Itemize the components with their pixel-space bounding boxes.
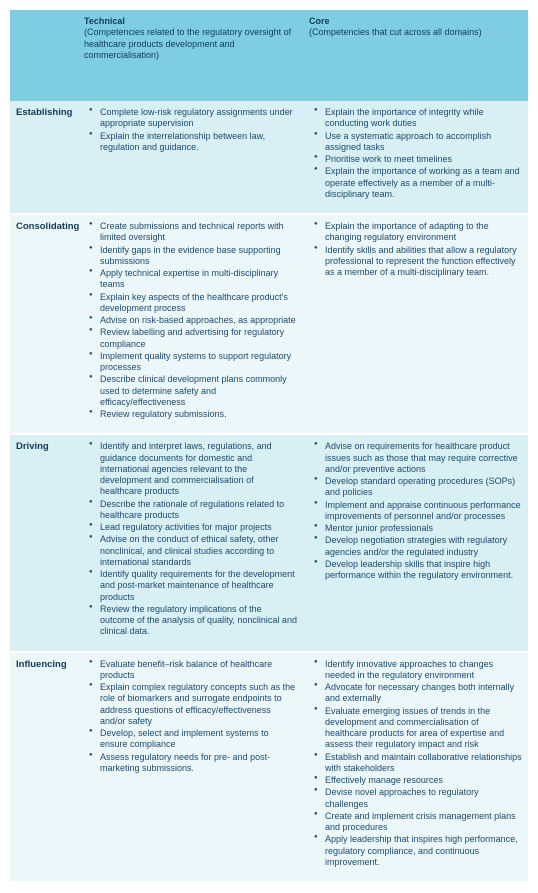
bullet-list: Explain the importance of integrity whil… xyxy=(309,107,522,200)
row-label: Consolidating xyxy=(10,214,78,434)
bullet-list: Complete low-risk regulatory assignments… xyxy=(84,107,297,153)
list-item: Create submissions and technical reports… xyxy=(94,221,297,244)
competency-table: Technical (Competencies related to the r… xyxy=(10,10,528,883)
list-item: Develop, select and implement systems to… xyxy=(94,728,297,751)
list-item: Evaluate emerging issues of trends in th… xyxy=(319,706,522,751)
row-label: Establishing xyxy=(10,101,78,214)
list-item: Use a systematic approach to accomplish … xyxy=(319,131,522,154)
list-item: Devise novel approaches to regulatory ch… xyxy=(319,787,522,810)
list-item: Complete low-risk regulatory assignments… xyxy=(94,107,297,130)
list-item: Review regulatory submissions. xyxy=(94,409,297,420)
list-item: Mentor junior professionals xyxy=(319,523,522,534)
row-label: Influencing xyxy=(10,652,78,883)
row-label: Driving xyxy=(10,434,78,651)
table-row: Consolidating Create submissions and tech… xyxy=(10,214,528,434)
list-item: Lead regulatory activities for major pro… xyxy=(94,522,297,533)
list-item: Establish and maintain collaborative rel… xyxy=(319,752,522,775)
list-item: Effectively manage resources xyxy=(319,775,522,786)
list-item: Advise on risk-based approaches, as appr… xyxy=(94,315,297,326)
list-item: Identify and interpret laws, regulations… xyxy=(94,441,297,497)
core-cell: Advise on requirements for healthcare pr… xyxy=(303,434,528,651)
list-item: Assess regulatory needs for pre- and pos… xyxy=(94,752,297,775)
list-item: Explain complex regulatory concepts such… xyxy=(94,682,297,727)
technical-cell: Create submissions and technical reports… xyxy=(78,214,303,434)
list-item: Explain the interrelationship between la… xyxy=(94,131,297,154)
table-row: Driving Identify and interpret laws, regu… xyxy=(10,434,528,651)
list-item: Review the regulatory implications of th… xyxy=(94,604,297,638)
table-row: Influencing Evaluate benefit–risk balance… xyxy=(10,652,528,883)
header-core-desc: (Competencies that cut across all domain… xyxy=(309,27,522,38)
bullet-list: Advise on requirements for healthcare pr… xyxy=(309,441,522,581)
header-blank xyxy=(10,10,78,101)
list-item: Advise on requirements for healthcare pr… xyxy=(319,441,522,475)
list-item: Describe clinical development plans comm… xyxy=(94,374,297,408)
bullet-list: Create submissions and technical reports… xyxy=(84,221,297,420)
header-technical-title: Technical xyxy=(84,16,125,26)
bullet-list: Identify and interpret laws, regulations… xyxy=(84,441,297,637)
bullet-list: Explain the importance of adapting to th… xyxy=(309,221,522,278)
list-item: Implement and appraise continuous perfor… xyxy=(319,500,522,523)
list-item: Evaluate benefit–risk balance of healthc… xyxy=(94,659,297,682)
core-cell: Explain the importance of adapting to th… xyxy=(303,214,528,434)
list-item: Advocate for necessary changes both inte… xyxy=(319,682,522,705)
technical-cell: Evaluate benefit–risk balance of healthc… xyxy=(78,652,303,883)
table-row: Establishing Complete low-risk regulatory… xyxy=(10,101,528,214)
list-item: Identify innovative approaches to change… xyxy=(319,659,522,682)
list-item: Create and implement crisis management p… xyxy=(319,811,522,834)
list-item: Develop negotiation strategies with regu… xyxy=(319,535,522,558)
list-item: Explain key aspects of the healthcare pr… xyxy=(94,292,297,315)
header-row: Technical (Competencies related to the r… xyxy=(10,10,528,101)
technical-cell: Identify and interpret laws, regulations… xyxy=(78,434,303,651)
list-item: Explain the importance of integrity whil… xyxy=(319,107,522,130)
list-item: Develop leadership skills that inspire h… xyxy=(319,559,522,582)
list-item: Describe the rationale of regulations re… xyxy=(94,499,297,522)
header-core: Core (Competencies that cut across all d… xyxy=(303,10,528,101)
list-item: Prioritise work to meet timelines xyxy=(319,154,522,165)
list-item: Apply technical expertise in multi-disci… xyxy=(94,268,297,291)
header-technical: Technical (Competencies related to the r… xyxy=(78,10,303,101)
header-core-title: Core xyxy=(309,16,330,26)
bullet-list: Identify innovative approaches to change… xyxy=(309,659,522,869)
list-item: Implement quality systems to support reg… xyxy=(94,351,297,374)
list-item: Identify gaps in the evidence base suppo… xyxy=(94,245,297,268)
list-item: Advise on the conduct of ethical safety,… xyxy=(94,534,297,568)
list-item: Identify quality requirements for the de… xyxy=(94,569,297,603)
list-item: Review labelling and advertising for reg… xyxy=(94,327,297,350)
list-item: Identify skills and abilities that allow… xyxy=(319,245,522,279)
core-cell: Explain the importance of integrity whil… xyxy=(303,101,528,214)
core-cell: Identify innovative approaches to change… xyxy=(303,652,528,883)
technical-cell: Complete low-risk regulatory assignments… xyxy=(78,101,303,214)
list-item: Apply leadership that inspires high perf… xyxy=(319,834,522,868)
list-item: Explain the importance of working as a t… xyxy=(319,166,522,200)
list-item: Develop standard operating procedures (S… xyxy=(319,476,522,499)
list-item: Explain the importance of adapting to th… xyxy=(319,221,522,244)
bullet-list: Evaluate benefit–risk balance of healthc… xyxy=(84,659,297,775)
header-technical-desc: (Competencies related to the regulatory … xyxy=(84,27,297,61)
